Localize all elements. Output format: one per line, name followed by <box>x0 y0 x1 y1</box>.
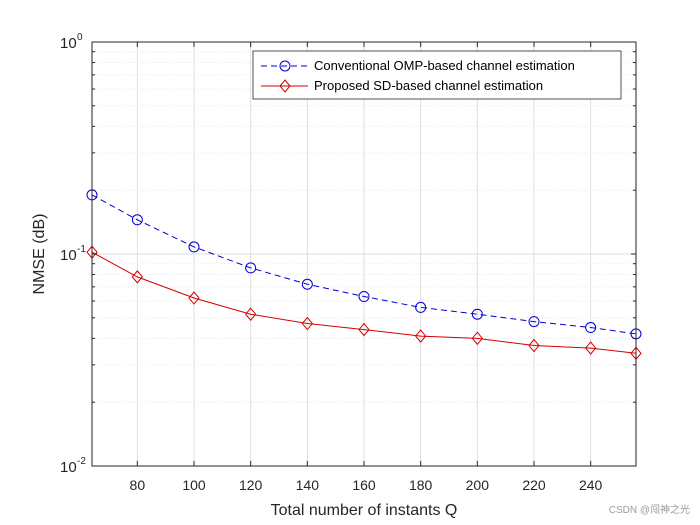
data-point-sd <box>528 338 540 353</box>
series-line-omp <box>91 194 637 335</box>
x-tick-label: 140 <box>296 477 320 493</box>
y-tick-label-base: 10 <box>60 35 77 52</box>
legend-box <box>252 50 622 100</box>
y-tick-label: 10 -2 <box>60 456 86 476</box>
x-axis-label: Total number of instants Q <box>271 502 458 519</box>
data-point-sd <box>131 270 143 284</box>
legend-label-sd: Proposed SD-based channel estimation <box>314 78 543 93</box>
y-tick-label-exponent: -1 <box>77 244 86 255</box>
y-tick-label-base: 10 <box>60 247 77 264</box>
x-tick-label: 80 <box>130 477 146 493</box>
data-point-omp <box>471 308 483 320</box>
x-tick-label: 100 <box>182 477 206 493</box>
legend: Conventional OMP-based channel estimatio… <box>252 50 622 100</box>
data-point-omp <box>415 301 427 313</box>
watermark: CSDN @闯神之光 <box>609 503 690 516</box>
x-tick-label: 200 <box>466 477 490 493</box>
data-point-sd <box>301 316 313 331</box>
legend-label-omp: Conventional OMP-based channel estimatio… <box>314 58 575 73</box>
x-tick-label: 180 <box>409 477 433 493</box>
data-point-omp <box>188 241 200 253</box>
data-point-omp <box>528 316 540 328</box>
y-tick-label-base: 10 <box>60 459 77 476</box>
data-point-omp <box>301 278 313 290</box>
y-axis-label: NMSE (dB) <box>31 214 48 295</box>
legend-marker-sd <box>279 79 291 93</box>
data-point-omp <box>131 214 143 226</box>
y-tick-label-exponent: -2 <box>77 456 86 467</box>
data-point-sd <box>415 329 427 343</box>
x-tick-label: 220 <box>522 477 546 493</box>
data-series <box>86 189 642 361</box>
data-point-omp <box>585 322 597 334</box>
y-tick-label: 10 -1 <box>60 244 86 264</box>
data-point-omp <box>245 262 257 274</box>
legend-marker-omp <box>279 60 291 72</box>
data-point-sd <box>188 291 200 305</box>
x-tick-label: 240 <box>579 477 603 493</box>
data-point-sd <box>358 322 370 337</box>
x-tick-label: 120 <box>239 477 263 493</box>
data-point-omp <box>358 291 370 303</box>
y-tick-label-exponent: 0 <box>77 32 83 43</box>
y-tick-label: 10 0 <box>60 32 83 52</box>
data-point-sd <box>471 331 483 346</box>
data-point-sd <box>585 341 597 355</box>
series-line-sd <box>91 251 637 354</box>
data-point-sd <box>245 307 257 321</box>
x-tick-label: 160 <box>352 477 376 493</box>
grid <box>92 41 636 467</box>
